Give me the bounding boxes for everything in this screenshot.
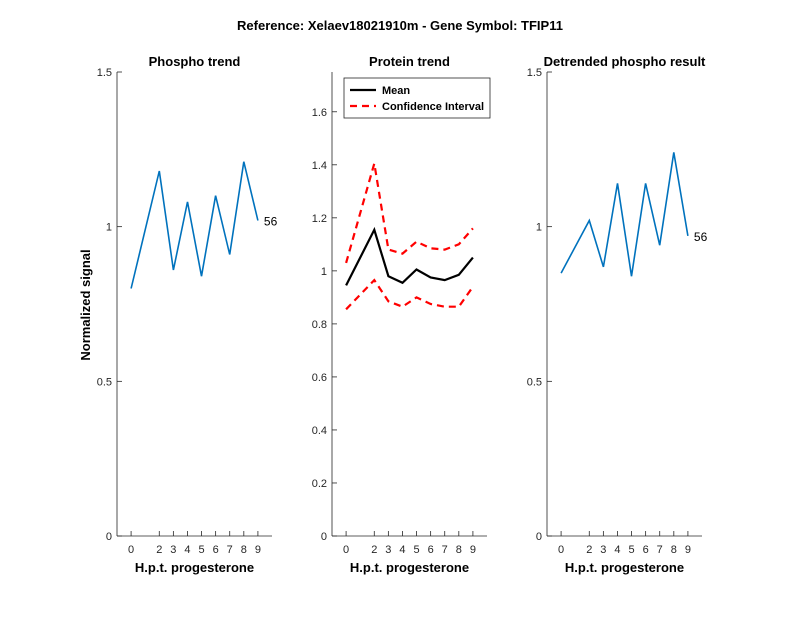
x-tick-label: 6	[213, 544, 219, 556]
x-tick-label: 0	[343, 544, 349, 556]
x-tick-label: 7	[227, 544, 233, 556]
y-tick-label: 0.6	[312, 372, 327, 384]
legend-box	[343, 77, 491, 119]
x-axis-title: H.p.t. progesterone	[350, 560, 469, 575]
x-tick-label: 4	[184, 544, 190, 556]
y-tick-label: 0	[321, 531, 327, 543]
x-tick-label: 7	[442, 544, 448, 556]
x-tick-label: 5	[198, 544, 204, 556]
x-tick-label: 9	[685, 544, 691, 556]
y-tick-label: 1.5	[527, 67, 542, 79]
y-tick-label: 0	[536, 531, 542, 543]
x-tick-label: 4	[614, 544, 620, 556]
x-tick-label: 4	[399, 544, 405, 556]
y-tick-label: 0.5	[527, 376, 542, 388]
x-axis-title: H.p.t. progesterone	[565, 560, 684, 575]
x-tick-label: 0	[128, 544, 134, 556]
y-tick-label: 0.4	[312, 425, 327, 437]
x-tick-label: 8	[241, 544, 247, 556]
legend: Mean Confidence Interval	[343, 77, 491, 119]
phospho-series-line	[130, 161, 259, 289]
x-tick-label: 5	[413, 544, 419, 556]
protein-panel-title: Protein trend	[369, 54, 450, 69]
x-tick-label: 9	[255, 544, 261, 556]
detrended-series-line	[560, 152, 689, 277]
x-tick-label: 3	[385, 544, 391, 556]
phospho-panel-title: Phospho trend	[149, 54, 241, 69]
x-tick-label: 2	[371, 544, 377, 556]
x-tick-label: 3	[170, 544, 176, 556]
x-tick-label: 2	[156, 544, 162, 556]
y-tick-label: 1.6	[312, 107, 327, 119]
ci-lower-line	[345, 278, 474, 311]
protein-trend-panel: 0 0.2 0.4 0.6 0.8 1 1.2 1.4 1.6 0 2 3 4 5 6 7 8 9 Protein …	[312, 54, 491, 575]
series-end-label: 56	[694, 230, 708, 244]
figure-title: Reference: Xelaev18021910m - Gene Symbol…	[237, 18, 563, 33]
y-tick-label: 1	[106, 222, 112, 234]
series-end-label: 56	[264, 214, 278, 228]
y-tick-label: 0.5	[97, 376, 112, 388]
y-tick-label: 1.2	[312, 213, 327, 225]
y-tick-label: 0	[106, 531, 112, 543]
x-tick-label: 2	[586, 544, 592, 556]
y-tick-label: 0.2	[312, 478, 327, 490]
x-tick-label: 8	[456, 544, 462, 556]
y-tick-label: 1	[321, 266, 327, 278]
x-tick-label: 8	[671, 544, 677, 556]
mean-line	[345, 226, 474, 286]
legend-label: Mean	[382, 85, 410, 97]
detrended-panel-title: Detrended phospho result	[544, 54, 706, 69]
x-tick-label: 9	[470, 544, 476, 556]
x-tick-label: 6	[643, 544, 649, 556]
y-tick-label: 0.8	[312, 319, 327, 331]
x-tick-label: 3	[600, 544, 606, 556]
legend-label: Confidence Interval	[382, 101, 484, 113]
y-tick-label: 1	[536, 222, 542, 234]
x-tick-label: 5	[628, 544, 634, 556]
ci-upper-line	[345, 163, 474, 264]
x-tick-label: 0	[558, 544, 564, 556]
x-tick-label: 7	[657, 544, 663, 556]
y-tick-label: 1.5	[97, 67, 112, 79]
y-axis-title: Normalized signal	[78, 249, 93, 360]
x-tick-label: 6	[428, 544, 434, 556]
y-tick-label: 1.4	[312, 160, 327, 172]
x-axis-title: H.p.t. progesterone	[135, 560, 254, 575]
